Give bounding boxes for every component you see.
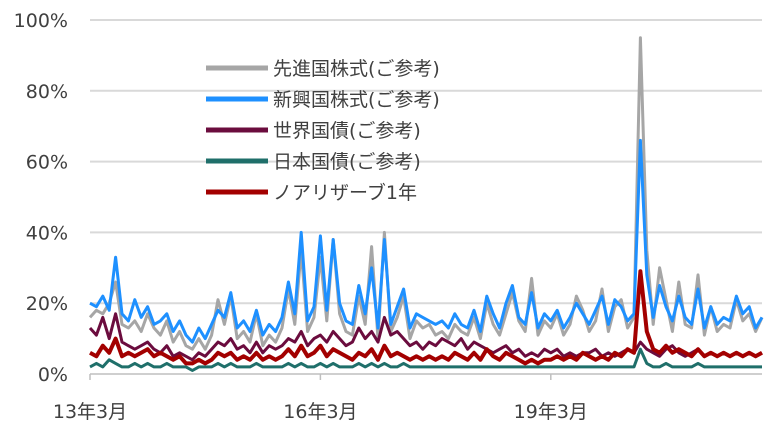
y-tick-label: 40% [26, 222, 68, 244]
x-tick-label: 16年3月 [283, 401, 357, 423]
series-lines [88, 36, 764, 372]
x-axis: 13年3月 16年3月 19年3月 [53, 373, 762, 423]
series-line-3 [88, 312, 763, 362]
y-tick-label: 0% [38, 364, 68, 386]
series-line-2 [89, 138, 764, 344]
legend-label-3: 世界国債(ご参考) [273, 120, 421, 142]
legend-label-5: ノアリザーブ1年 [273, 181, 417, 204]
x-tick-label: 19年3月 [514, 401, 588, 423]
series-line-5 [89, 269, 763, 366]
y-tick-label: 60% [26, 152, 68, 174]
y-tick-label: 20% [26, 293, 68, 315]
legend: 先進国株式(ご参考) 新興国株式(ご参考) 世界国債(ご参考) 日本国債(ご参考) ノア… [206, 58, 440, 204]
x-tick-label: 13年3月 [53, 401, 127, 423]
legend-label-2: 新興国株式(ご参考) [273, 89, 440, 111]
y-tick-label: 80% [26, 81, 68, 103]
series-line-4 [89, 347, 762, 372]
legend-label-1: 先進国株式(ご参考) [273, 58, 440, 80]
y-tick-label: 100% [14, 10, 68, 32]
y-axis-tick-labels: 0% 20% 40% 60% 80% 100% [14, 10, 68, 386]
legend-label-4: 日本国債(ご参考) [273, 151, 421, 173]
